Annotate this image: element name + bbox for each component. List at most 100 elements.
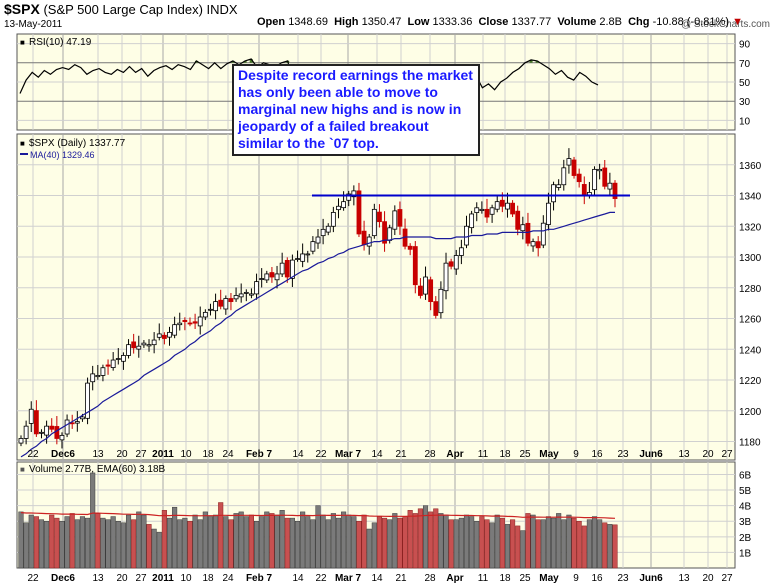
rsi-title: RSI(10) 47.19 (29, 37, 92, 48)
volume-bar (448, 519, 454, 569)
x-tick-label-upper: 27 (721, 449, 733, 460)
candle-body (161, 334, 167, 339)
high-label: High (334, 16, 359, 28)
volume-bar (85, 517, 91, 569)
candle-body (602, 167, 608, 187)
volume-bar (463, 514, 470, 569)
x-tick-label-lower: May (539, 573, 559, 584)
candle-body (464, 225, 469, 246)
x-tick-label-upper: 27 (135, 449, 147, 460)
volume-bar (146, 524, 152, 569)
x-tick-label-upper: 24 (222, 449, 234, 460)
candle-body (197, 316, 203, 327)
candle-body (341, 201, 347, 209)
candle-body (397, 209, 403, 227)
volume-bar (166, 517, 173, 569)
candle-body (208, 308, 213, 311)
x-tick-label-lower: Jun6 (639, 573, 663, 584)
volume-bar (69, 513, 75, 569)
candle-body (412, 246, 418, 286)
candle-body (356, 190, 362, 235)
watermark: @ StockCharts.com (680, 19, 770, 30)
x-tick-label-upper: 16 (591, 449, 603, 460)
volume-bar (402, 516, 408, 569)
chg-down-arrow-icon: ▼ (732, 16, 743, 28)
candle-body (23, 425, 29, 439)
x-tick-label-lower: 10 (180, 573, 192, 584)
volume-bar (591, 516, 598, 569)
volume-bar (382, 517, 388, 569)
symbol: $SPX (4, 1, 40, 17)
volume-bar (269, 513, 275, 569)
volume-bar (397, 517, 403, 569)
candle-body (592, 168, 597, 191)
volume-bar (310, 519, 316, 569)
volume-bar (38, 519, 45, 569)
volume-bar (218, 502, 224, 569)
volume-bar (120, 522, 126, 569)
x-tick-label-upper: 13 (92, 449, 104, 460)
volume-value: 2.8B (599, 16, 622, 28)
candle-body (115, 358, 121, 360)
volume-bar (458, 517, 464, 569)
volume-bar (79, 516, 85, 569)
volume-bar (602, 522, 608, 569)
candle-body (105, 364, 111, 367)
candle-body (110, 359, 116, 368)
candle-body (566, 158, 572, 166)
x-tick-label-lower: 18 (202, 573, 214, 584)
volume-bar (392, 513, 398, 569)
volume-bar (90, 472, 96, 569)
price-tick-label: 1180 (739, 438, 761, 449)
candle-body (39, 431, 44, 434)
candle-body (489, 207, 495, 215)
x-tick-label-lower: 20 (116, 573, 128, 584)
volume-bar (74, 519, 80, 569)
candle-body (474, 207, 480, 213)
price-tick-label: 1220 (739, 376, 762, 387)
volume-bar (597, 519, 603, 569)
volume-bar (320, 514, 326, 569)
candle-body (54, 426, 60, 439)
volume-tick-label: 3B (739, 517, 752, 528)
x-tick-label-lower: 22 (27, 573, 39, 584)
volume-bar (192, 514, 198, 569)
volume-bar (371, 522, 377, 569)
candle-body (499, 199, 505, 207)
candle-body (479, 208, 485, 211)
volume-bar (443, 514, 449, 569)
volume-bar (566, 514, 572, 569)
candle-body (525, 222, 531, 244)
candle-body (300, 253, 306, 262)
candle-body (494, 201, 500, 210)
volume-bar (177, 519, 183, 569)
candle-body (530, 241, 536, 247)
candle-body (33, 410, 39, 435)
volume-bar (23, 522, 29, 569)
price-tick-label: 1260 (739, 315, 762, 326)
volume-bar (64, 516, 70, 569)
candle-body (571, 159, 577, 176)
x-tick-label-lower: Apr (446, 573, 463, 584)
volume-bar (433, 508, 439, 569)
candle-body (581, 184, 587, 196)
candle-body (325, 225, 331, 233)
volume-bar (115, 520, 121, 569)
candle-body (151, 339, 157, 346)
volume-bar (243, 516, 249, 569)
volume-bar (489, 522, 495, 569)
volume-bar (479, 516, 485, 569)
candle-body (177, 322, 183, 326)
price-tick-label: 1200 (739, 407, 762, 418)
candle-body (423, 276, 428, 295)
volume-bar (504, 524, 511, 569)
volume-bar (213, 514, 219, 569)
volume-bar (105, 519, 111, 569)
volume-bar (330, 513, 336, 569)
candle-body (238, 293, 244, 298)
candle-body (515, 210, 521, 230)
rsi-tick-label: 30 (739, 97, 751, 108)
candle-body (90, 373, 96, 383)
candle-body (346, 193, 352, 201)
volume-bar (207, 516, 214, 569)
